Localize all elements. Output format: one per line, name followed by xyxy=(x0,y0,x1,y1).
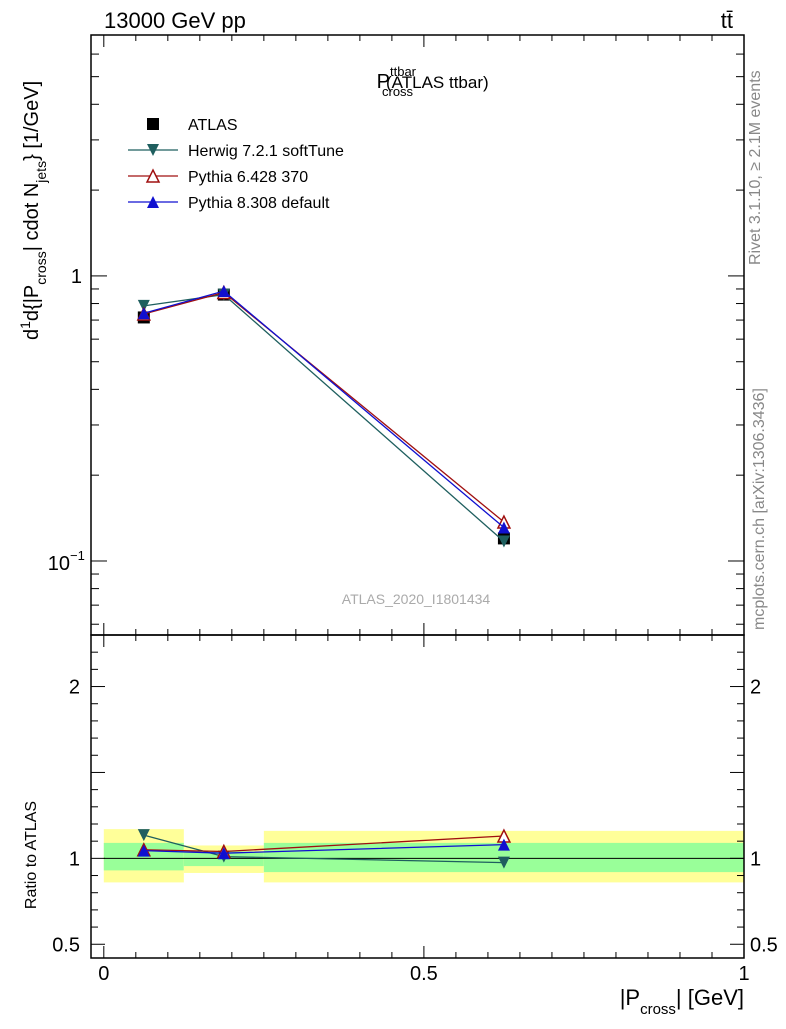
main-ytick-label-1: 1 xyxy=(71,266,82,288)
main-title: Pttbar cross xyxy=(377,64,417,99)
legend-marker-atlas xyxy=(147,118,159,130)
ratio-xlabel: |Pcross| [GeV] xyxy=(620,985,744,1018)
main-point-herwig-7-2-1-softtune xyxy=(137,299,150,312)
xlabel-pre: |P xyxy=(620,985,640,1010)
ratio-point-herwig-7-2-1-softtune xyxy=(497,856,510,869)
main-ylabel-cross: cross xyxy=(33,251,49,284)
main-point-pythia-8-308-default xyxy=(137,307,150,320)
legend-marker-pythia-8-308-default xyxy=(147,196,159,208)
main-point-pythia-8-308-default xyxy=(217,285,230,298)
legend-label-pythia-6-428-370: Pythia 6.428 370 xyxy=(188,169,308,186)
main-line-herwig-7-2-1-softtune xyxy=(143,293,505,543)
main-ylabel: d1d{|Pcross| cdot Njets} [1/GeV] xyxy=(17,81,49,340)
main-point-herwig-7-2-1-softtune xyxy=(497,535,510,548)
ratio-xtick-label: 0.5 xyxy=(410,963,438,985)
ratio-ytick-label-right: 1 xyxy=(750,848,761,870)
main-title-suffix: (ATLAS ttbar) xyxy=(386,73,489,92)
ratio-point-pythia-8-308-default xyxy=(497,838,510,851)
ratio-ytick-label: 0.5 xyxy=(52,934,80,956)
main-line-pythia-6-428-370 xyxy=(143,291,505,523)
main-title-sup: ttbar xyxy=(390,64,417,79)
main-ylabel-sigma: d xyxy=(21,310,43,321)
main-ytick-label-01: 10 xyxy=(48,553,70,575)
ratio-panel: 0 0.5 10.5 0.51 12 2 xyxy=(52,634,778,985)
main-ylabel-1: 1 xyxy=(17,321,33,329)
main-ylabel-rest: {|P xyxy=(21,285,43,310)
main-ylabel-jets: jets xyxy=(33,161,49,184)
header-right: tt̄ xyxy=(721,8,733,33)
ratio-ytick-label-right: 2 xyxy=(750,677,761,699)
ratio-point-pythia-8-308-default xyxy=(137,844,150,857)
ratio-ytick-label: 1 xyxy=(69,848,80,870)
rivet-label: Rivet 3.1.10, ≥ 2.1M events xyxy=(747,70,764,265)
ratio-frame xyxy=(90,634,745,959)
main-ytick-label-01-exp: −1 xyxy=(70,548,85,563)
analysis-watermark: ATLAS_2020_I1801434 xyxy=(342,591,491,607)
main-title-p: P xyxy=(377,71,390,93)
legend-marker-pythia-6-428-370 xyxy=(145,168,161,183)
main-ylabel-d: d xyxy=(21,329,43,340)
ratio-xtick-label: 1 xyxy=(738,963,749,985)
header-left: 13000 GeV pp xyxy=(104,8,246,33)
legend-marker-herwig-7-2-1-softtune xyxy=(147,144,159,156)
legend-label-herwig-7-2-1-softtune: Herwig 7.2.1 softTune xyxy=(188,143,344,160)
ratio-point-herwig-7-2-1-softtune xyxy=(137,829,150,842)
ratio-point-pythia-8-308-default xyxy=(217,847,230,860)
legend: ATLAS Herwig 7.2.1 softTune Pythia 6.428 3… xyxy=(128,117,344,212)
ratio-ylabel: Ratio to ATLAS xyxy=(23,801,40,909)
main-ylabel-unit: } [1/GeV] xyxy=(21,81,43,161)
ratio-xtick-label: 0 xyxy=(98,963,109,985)
legend-label-pythia-8-308-default: Pythia 8.308 default xyxy=(188,195,330,212)
main-point-pythia-8-308-default xyxy=(497,521,510,534)
ratio-ytick-label: 2 xyxy=(69,677,80,699)
main-title-sub: cross xyxy=(382,84,414,99)
legend-label-atlas: ATLAS xyxy=(188,117,238,134)
ratio-ytick-label-right: 0.5 xyxy=(750,934,778,956)
xlabel-sub: cross xyxy=(640,1001,676,1018)
xlabel-post: | [GeV] xyxy=(676,985,744,1010)
mcplots-label: mcplots.cern.ch [arXiv:1306.3436] xyxy=(751,388,768,630)
main-ylabel-nj: | cdot N xyxy=(21,183,43,252)
main-line-pythia-8-308-default xyxy=(143,290,505,529)
